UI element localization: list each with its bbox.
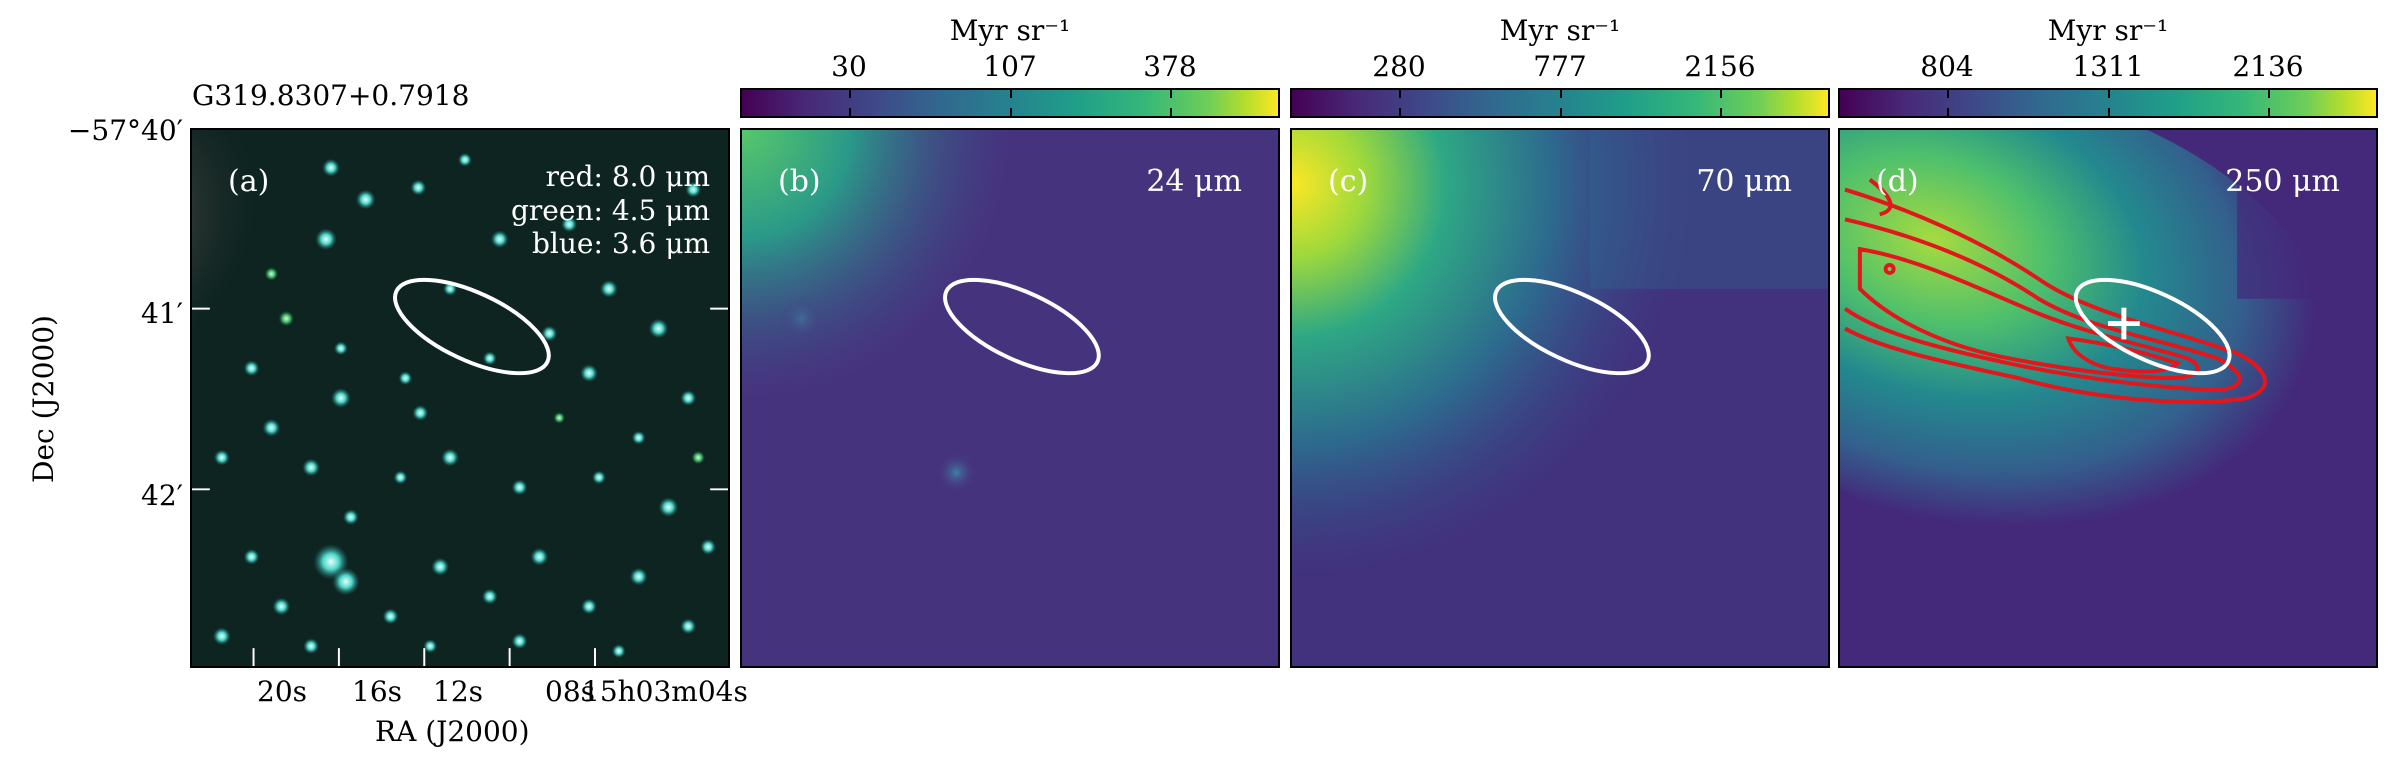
panel-c-image: [1292, 130, 1828, 666]
legend-red: red: 8.0 μm: [545, 160, 710, 193]
axis-ticks: [192, 307, 728, 666]
panel-label: (d): [1876, 164, 1919, 199]
ra-axis-label: RA (J2000): [375, 715, 530, 748]
star-field: [212, 152, 717, 659]
ra-tick-label: 20s: [257, 675, 307, 708]
colorbar-c-title: Myr sr⁻¹: [1499, 14, 1621, 47]
colorbar-c-tick: 2156: [1684, 50, 1756, 83]
legend-green: green: 4.5 μm: [511, 193, 710, 227]
colorbar-c-tick: 777: [1533, 50, 1587, 83]
panel-a-image: [192, 130, 728, 666]
panel-d-250um-image: (d) 250 μm: [1838, 128, 2378, 668]
wavelength-label: 250 μm: [2225, 164, 2340, 199]
panel-label: (a): [228, 164, 270, 199]
panel-a-rgb-image: (a) red: 8.0 μm green: 4.5 μm blue: 3.6 …: [190, 128, 730, 668]
colorbar-d: [1838, 88, 2378, 118]
panel-d-image: [1840, 130, 2376, 666]
ra-tick-label: 16s: [352, 675, 402, 708]
colorbar-d-tick: 1311: [2072, 50, 2144, 83]
colorbar-b-tick: 378: [1143, 50, 1197, 83]
source-name: G319.8307+0.7918: [192, 79, 470, 112]
colorbar-d-title: Myr sr⁻¹: [2047, 14, 2169, 47]
panel-label: (b): [778, 164, 821, 199]
aperture-ellipse: [393, 277, 551, 376]
colorbar-b-tick: 30: [831, 50, 867, 83]
panel-c-70um-image: (c) 70 μm: [1290, 128, 1830, 668]
ra-tick-label: 12s: [433, 675, 483, 708]
dec-tick-label: 41′: [141, 297, 183, 330]
colorbar-b: [740, 88, 1280, 118]
colorbar-d-tick: 804: [1920, 50, 1974, 83]
panel-b-image: [742, 130, 1278, 666]
colorbar-b-tick: 107: [983, 50, 1037, 83]
wavelength-label: 24 μm: [1146, 164, 1242, 199]
ra-tick-label: 15h03m04s: [582, 675, 748, 708]
colorbar-b-title: Myr sr⁻¹: [949, 14, 1071, 47]
dec-axis-label: Dec (J2000): [26, 315, 60, 483]
peak-marker: [2108, 307, 2140, 340]
legend-blue: blue: 3.6 μm: [532, 227, 710, 261]
panel-b-24um-image: (b) 24 μm: [740, 128, 1280, 668]
colorbar-c: [1290, 88, 1830, 118]
wavelength-label: 70 μm: [1696, 164, 1792, 199]
aperture-ellipse: [1493, 277, 1651, 376]
colorbar-c-tick: 280: [1372, 50, 1426, 83]
aperture-ellipse: [2073, 277, 2232, 376]
dec-tick-label: −57°40′: [67, 114, 183, 147]
panel-label: (c): [1328, 164, 1369, 199]
aperture-ellipse: [943, 277, 1101, 376]
ra-tick-label: 08s: [545, 675, 595, 708]
rgb-legend: red: 8.0 μm green: 4.5 μm blue: 3.6 μm: [511, 160, 710, 261]
colorbar-d-tick: 2136: [2232, 50, 2304, 83]
dec-tick-label: 42′: [141, 479, 183, 512]
